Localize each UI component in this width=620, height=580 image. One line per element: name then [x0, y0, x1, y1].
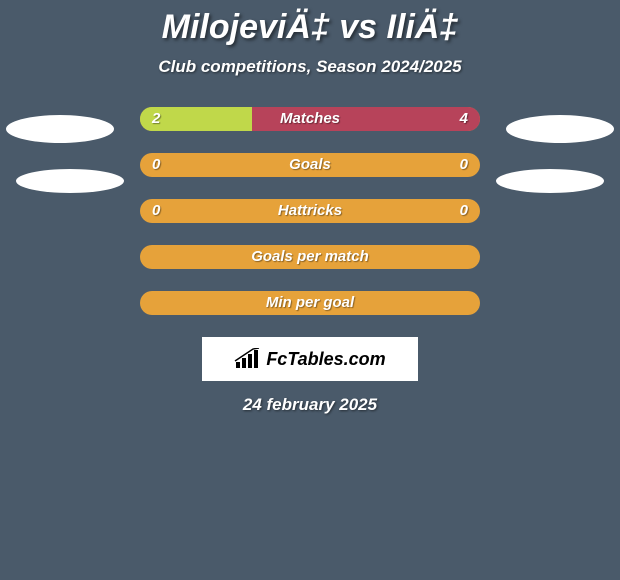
- stat-bars: 2Matches40Goals00Hattricks0Goals per mat…: [140, 107, 480, 315]
- stat-label: Goals per match: [140, 245, 480, 269]
- stat-label: Hattricks: [140, 199, 480, 223]
- team-right-badge-placeholder: [496, 169, 604, 193]
- stat-value-right: 0: [460, 199, 468, 223]
- subtitle: Club competitions, Season 2024/2025: [0, 57, 620, 77]
- branding-text: FcTables.com: [266, 349, 385, 370]
- player-left-avatar-placeholder: [6, 115, 114, 143]
- footer-date: 24 february 2025: [0, 395, 620, 415]
- stat-bar: 0Goals0: [140, 153, 480, 177]
- stat-value-right: 4: [460, 107, 468, 131]
- chart-area: 2Matches40Goals00Hattricks0Goals per mat…: [0, 107, 620, 315]
- branding-box: FcTables.com: [202, 337, 418, 381]
- comparison-card: MilojeviÄ‡ vs IliÄ‡ Club competitions, S…: [0, 0, 620, 415]
- chart-icon: [234, 348, 260, 370]
- stat-bar: 0Hattricks0: [140, 199, 480, 223]
- stat-bar: 2Matches4: [140, 107, 480, 131]
- stat-label: Matches: [140, 107, 480, 131]
- stat-label: Goals: [140, 153, 480, 177]
- stat-label: Min per goal: [140, 291, 480, 315]
- player-right-avatar-placeholder: [506, 115, 614, 143]
- stat-bar: Min per goal: [140, 291, 480, 315]
- stat-bar: Goals per match: [140, 245, 480, 269]
- stat-value-right: 0: [460, 153, 468, 177]
- page-title: MilojeviÄ‡ vs IliÄ‡: [0, 8, 620, 47]
- team-left-badge-placeholder: [16, 169, 124, 193]
- branding: FcTables.com: [234, 348, 385, 370]
